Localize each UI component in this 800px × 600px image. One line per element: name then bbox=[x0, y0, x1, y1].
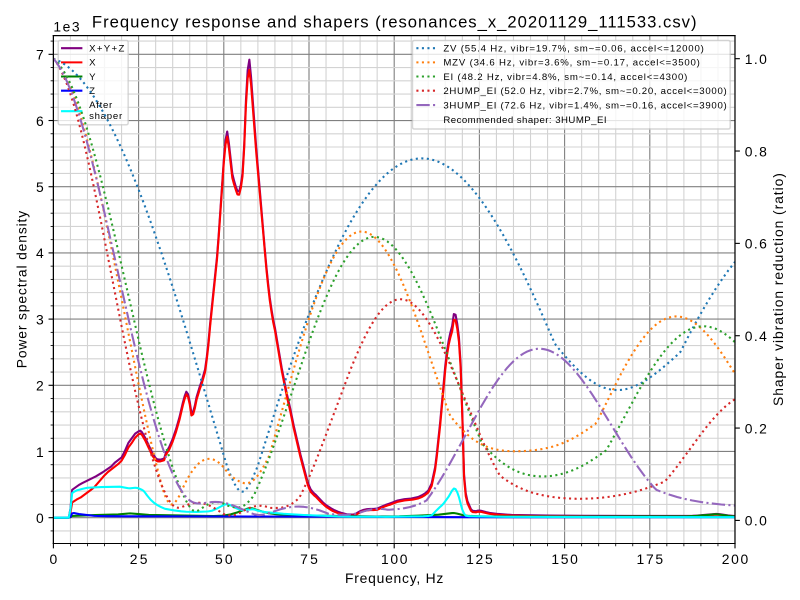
svg-text:150: 150 bbox=[551, 551, 578, 567]
svg-text:1: 1 bbox=[36, 444, 44, 460]
svg-text:100: 100 bbox=[381, 551, 408, 567]
svg-text:0.8: 0.8 bbox=[745, 143, 767, 159]
svg-text:6: 6 bbox=[36, 113, 44, 129]
svg-text:0: 0 bbox=[50, 551, 58, 567]
svg-text:Power spectral density: Power spectral density bbox=[13, 211, 29, 369]
svg-text:200: 200 bbox=[722, 551, 749, 567]
svg-text:25: 25 bbox=[130, 551, 148, 567]
svg-text:0.4: 0.4 bbox=[745, 328, 767, 344]
svg-text:Recommended shaper: 3HUMP_EI: Recommended shaper: 3HUMP_EI bbox=[443, 115, 606, 126]
svg-text:Y: Y bbox=[89, 72, 96, 83]
svg-text:3: 3 bbox=[36, 311, 44, 327]
svg-text:1e3: 1e3 bbox=[53, 18, 80, 34]
svg-text:0.6: 0.6 bbox=[745, 236, 767, 252]
svg-text:After: After bbox=[89, 100, 113, 111]
svg-text:MZV (34.6 Hz, vibr=3.6%, sm~=0: MZV (34.6 Hz, vibr=3.6%, sm~=0.17, accel… bbox=[443, 58, 700, 69]
svg-text:125: 125 bbox=[466, 551, 493, 567]
svg-text:5: 5 bbox=[36, 179, 44, 195]
svg-text:175: 175 bbox=[637, 551, 664, 567]
svg-text:0: 0 bbox=[36, 510, 44, 526]
svg-text:ZV (55.4 Hz, vibr=19.7%, sm~=0: ZV (55.4 Hz, vibr=19.7%, sm~=0.06, accel… bbox=[443, 44, 703, 55]
svg-text:0.0: 0.0 bbox=[745, 513, 767, 529]
svg-text:Z: Z bbox=[89, 86, 95, 97]
svg-text:shaper: shaper bbox=[89, 111, 123, 122]
svg-text:Shaper vibration reduction (ra: Shaper vibration reduction (ratio) bbox=[770, 173, 786, 406]
svg-text:Frequency response and shapers: Frequency response and shapers (resonanc… bbox=[92, 12, 697, 31]
svg-text:7: 7 bbox=[36, 47, 44, 63]
svg-text:2: 2 bbox=[36, 378, 44, 394]
svg-text:X: X bbox=[89, 58, 96, 69]
svg-text:X+Y+Z: X+Y+Z bbox=[89, 44, 124, 55]
svg-text:EI (48.2 Hz, vibr=4.8%, sm~=0.: EI (48.2 Hz, vibr=4.8%, sm~=0.14, accel<… bbox=[443, 72, 687, 83]
svg-text:Frequency, Hz: Frequency, Hz bbox=[345, 570, 443, 586]
svg-text:4: 4 bbox=[36, 245, 44, 261]
svg-text:2HUMP_EI (52.0 Hz, vibr=2.7%,: 2HUMP_EI (52.0 Hz, vibr=2.7%, sm~=0.20, … bbox=[443, 86, 726, 97]
svg-text:3HUMP_EI (72.6 Hz, vibr=1.4%,: 3HUMP_EI (72.6 Hz, vibr=1.4%, sm~=0.16, … bbox=[443, 100, 726, 111]
svg-text:50: 50 bbox=[215, 551, 233, 567]
svg-text:0.2: 0.2 bbox=[745, 420, 767, 436]
svg-text:1.0: 1.0 bbox=[745, 51, 767, 67]
svg-text:75: 75 bbox=[300, 551, 318, 567]
